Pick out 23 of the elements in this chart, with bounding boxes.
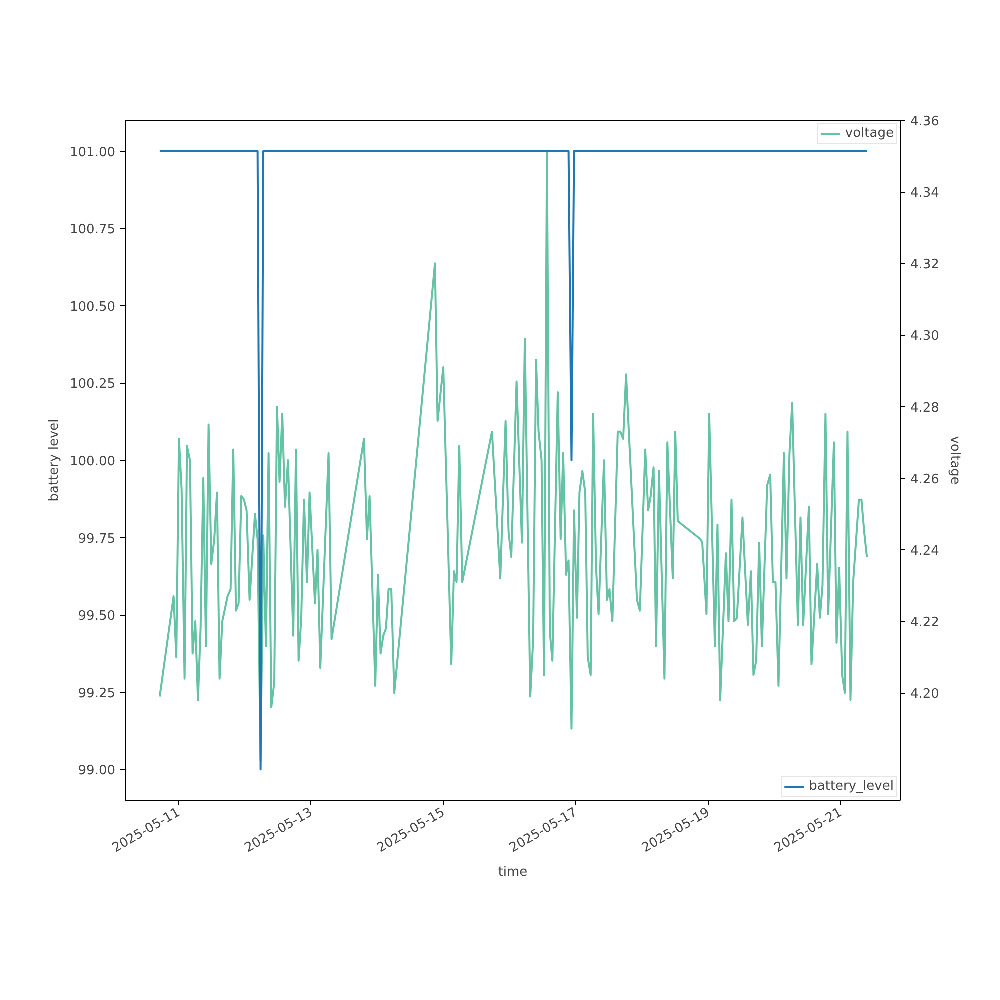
y2-tick-label: 4.34 — [910, 186, 940, 202]
y2-tick-label: 4.26 — [910, 472, 940, 488]
y-tick-label: 100.75 — [70, 222, 116, 238]
y-tick-label: 99.00 — [78, 764, 116, 779]
y2-tick-label: 4.36 — [910, 114, 940, 130]
y-tick-label: 101.00 — [70, 145, 116, 160]
x-axis-title: time — [498, 864, 528, 880]
y-tick-label: 100.50 — [70, 300, 116, 315]
y2-tick-label: 4.20 — [910, 687, 940, 702]
y-tick-label: 100.25 — [70, 377, 116, 392]
y-tick-label: 99.75 — [78, 532, 116, 547]
y-tick-label: 99.25 — [78, 686, 116, 702]
legend-label: battery_level — [809, 779, 894, 794]
y-tick-label: 100.00 — [70, 454, 116, 470]
y2-tick-label: 4.24 — [910, 544, 940, 559]
y2-tick-label: 4.30 — [910, 329, 940, 344]
y-tick-label: 99.50 — [78, 609, 116, 624]
y2-axis-title: voltage — [947, 436, 962, 485]
legend-label: voltage — [845, 126, 894, 141]
y2-tick-label: 4.22 — [910, 616, 940, 631]
y2-tick-label: 4.28 — [910, 400, 940, 416]
y-axis-title: battery level — [47, 419, 62, 502]
y2-tick-label: 4.32 — [910, 258, 940, 273]
